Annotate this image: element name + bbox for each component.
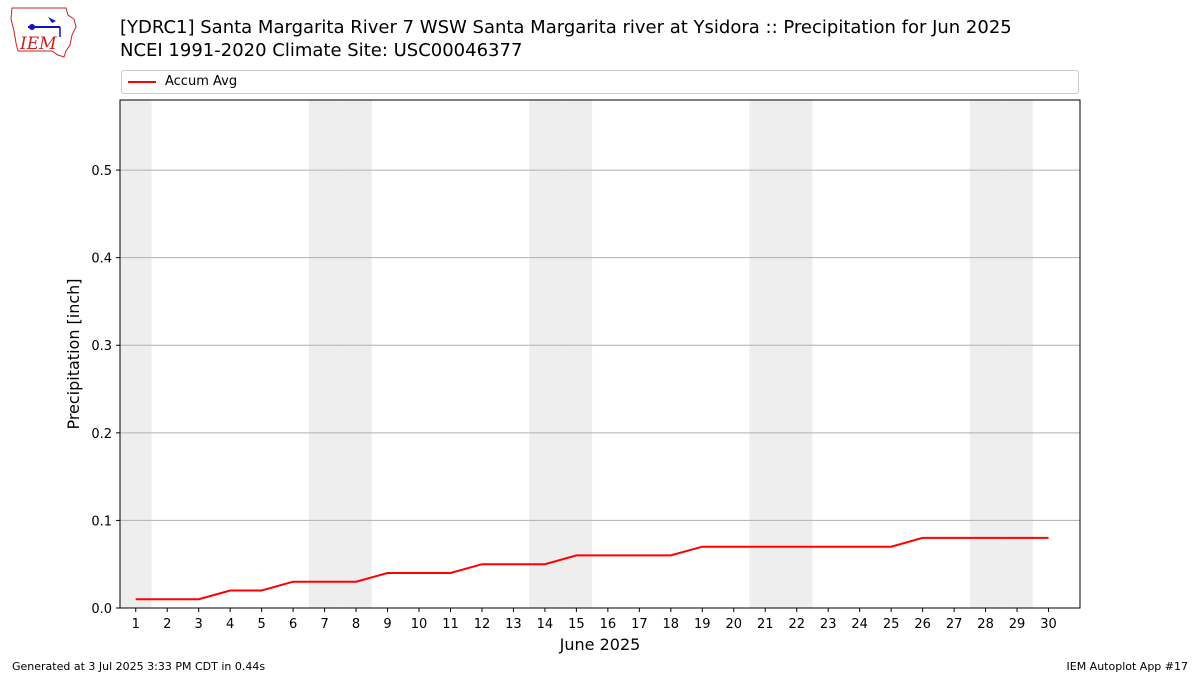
x-tick-label: 29 bbox=[1009, 617, 1026, 632]
x-tick-label: 11 bbox=[442, 617, 459, 632]
y-tick-label: 0.1 bbox=[91, 514, 112, 529]
x-tick-label: 6 bbox=[289, 617, 297, 632]
y-tick-label: 0.3 bbox=[91, 339, 112, 354]
weekend-band bbox=[1001, 100, 1033, 608]
x-tick-label: 9 bbox=[383, 617, 391, 632]
legend: Accum Avg bbox=[121, 70, 1079, 94]
weekend-band bbox=[120, 100, 152, 608]
x-tick-label: 2 bbox=[163, 617, 171, 632]
x-tick-label: 16 bbox=[600, 617, 617, 632]
legend-swatch bbox=[128, 81, 156, 83]
legend-label: Accum Avg bbox=[165, 74, 238, 89]
plot-frame bbox=[119, 99, 1081, 609]
x-tick-label: 7 bbox=[320, 617, 328, 632]
x-tick-label: 21 bbox=[757, 617, 774, 632]
chart-title: [YDRC1] Santa Margarita River 7 WSW Sant… bbox=[120, 17, 1012, 38]
y-tick-label: 0.4 bbox=[91, 252, 112, 267]
series-line bbox=[135, 536, 1049, 601]
weekend-band bbox=[749, 100, 781, 608]
x-tick-label: 24 bbox=[851, 617, 868, 632]
iem-logo: IEM bbox=[10, 7, 77, 58]
x-tick-label: 22 bbox=[788, 617, 805, 632]
x-tick-label: 18 bbox=[663, 617, 680, 632]
weekend-band bbox=[560, 100, 593, 608]
x-tick-label: 23 bbox=[820, 617, 837, 632]
x-tick-label: 20 bbox=[725, 617, 742, 632]
x-tick-label: 30 bbox=[1040, 617, 1057, 632]
x-tick-label: 26 bbox=[914, 617, 931, 632]
x-tick-label: 28 bbox=[977, 617, 994, 632]
logo-text: IEM bbox=[19, 34, 57, 54]
footer-app: IEM Autoplot App #17 bbox=[1066, 660, 1189, 673]
weekend-band bbox=[969, 100, 1002, 608]
x-tick-label: 15 bbox=[568, 617, 585, 632]
x-axis-label: June 2025 bbox=[559, 635, 641, 654]
chart-subtitle: NCEI 1991-2020 Climate Site: USC00046377 bbox=[120, 40, 523, 61]
x-tick-label: 1 bbox=[132, 617, 140, 632]
y-tick-label: 0.2 bbox=[91, 427, 112, 442]
x-tick-label: 3 bbox=[195, 617, 203, 632]
weekend-band bbox=[340, 100, 372, 608]
y-axis-label: Precipitation [inch] bbox=[64, 278, 83, 429]
footer-generated: Generated at 3 Jul 2025 3:33 PM CDT in 0… bbox=[12, 660, 266, 673]
x-tick-label: 17 bbox=[631, 617, 648, 632]
x-tick-label: 19 bbox=[694, 617, 711, 632]
x-tick-label: 4 bbox=[226, 617, 234, 632]
y-tick-label: 0.5 bbox=[91, 164, 112, 179]
x-tick-label: 14 bbox=[537, 617, 554, 632]
x-tick-label: 10 bbox=[411, 617, 428, 632]
x-tick-label: 27 bbox=[946, 617, 963, 632]
x-tick-label: 8 bbox=[352, 617, 360, 632]
x-tick-label: 5 bbox=[257, 617, 265, 632]
weekend-band bbox=[780, 100, 813, 608]
x-tick-label: 12 bbox=[474, 617, 491, 632]
x-tick-label: 13 bbox=[505, 617, 522, 632]
weekend-band bbox=[308, 100, 341, 608]
x-tick-label: 25 bbox=[883, 617, 900, 632]
weekend-band bbox=[529, 100, 561, 608]
y-tick-label: 0.0 bbox=[91, 602, 112, 617]
